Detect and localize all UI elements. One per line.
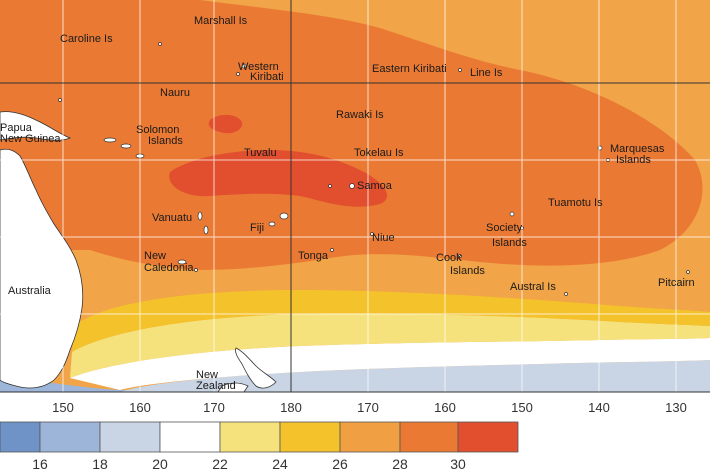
longitude-axis: 150 160 170 180 170 160 150 140 130 (52, 400, 687, 415)
colorbar-swatch (0, 421, 41, 453)
lon-tick: 170 (357, 400, 379, 415)
label-nauru: Nauru (160, 87, 190, 99)
label-caroline-islands: Caroline Is (60, 33, 113, 45)
colorbar-swatch (457, 421, 519, 453)
label-vanuatu: Vanuatu (152, 212, 192, 224)
band-24-26 (72, 290, 710, 352)
band-22-24 (70, 313, 710, 378)
lon-tick: 150 (52, 400, 74, 415)
label-niue: Niue (372, 232, 395, 244)
lon-tick: 150 (511, 400, 533, 415)
label-marshall-islands: Marshall Is (194, 15, 248, 27)
reference-lines (0, 0, 710, 392)
label-marquesas-islands-1: Marquesas (610, 143, 665, 155)
label-papua-new-guinea-1: Papua (0, 122, 33, 134)
label-cook-islands-1: Cook (436, 252, 462, 264)
colorbar-tick: 20 (152, 456, 168, 472)
label-society-islands-2: Islands (492, 237, 527, 249)
band-16-18 (0, 378, 240, 392)
label-new-caledonia-2: Caledonia (144, 262, 194, 274)
band-above-30-west (208, 114, 243, 134)
colorbar-tick: 18 (92, 456, 108, 472)
lon-tick: 160 (434, 400, 456, 415)
band-20-22 (70, 338, 710, 390)
colorbar-swatch (159, 421, 221, 453)
label-austral-islands: Austral Is (510, 281, 556, 293)
lon-tick: 160 (129, 400, 151, 415)
label-tuvalu: Tuvalu (244, 147, 277, 159)
colorbar-swatch (399, 421, 459, 453)
label-samoa: Samoa (357, 180, 393, 192)
colorbar-swatch (339, 421, 401, 453)
island-dots (58, 42, 690, 296)
australia-landmass (0, 148, 84, 389)
label-pitcairn: Pitcairn (658, 277, 695, 289)
label-australia: Australia (8, 285, 52, 297)
label-society-islands-1: Society (486, 222, 523, 234)
temperature-colorbar: 16 18 20 22 24 26 28 30 (0, 421, 519, 472)
colorbar-swatch (39, 421, 101, 453)
label-solomon-islands-1: Solomon (136, 124, 179, 136)
label-line-islands: Line Is (470, 67, 503, 79)
new-zealand-south-island (217, 382, 249, 393)
label-new-zealand-1: New (196, 369, 218, 381)
new-zealand-north-island (235, 347, 277, 389)
colorbar-swatch (219, 421, 281, 453)
label-rawaki-islands: Rawaki Is (336, 109, 384, 121)
lon-tick: 180 (280, 400, 302, 415)
colorbar-tick: 24 (272, 456, 288, 472)
label-papua-new-guinea-2: New Guinea (0, 133, 61, 145)
place-labels: Marshall Is Caroline Is Western Kiribati… (0, 15, 695, 392)
label-cook-islands-2: Islands (450, 265, 485, 277)
label-fiji: Fiji (250, 222, 264, 234)
colorbar-tick: 30 (450, 456, 466, 472)
lon-tick: 140 (588, 400, 610, 415)
label-tokelau-islands: Tokelau Is (354, 147, 404, 159)
map-panel: Marshall Is Caroline Is Western Kiribati… (0, 0, 710, 393)
label-tonga: Tonga (298, 250, 329, 262)
label-new-zealand-2: Zealand (196, 380, 236, 392)
label-marquesas-islands-2: Islands (616, 154, 651, 166)
label-western-kiribati-2: Kiribati (250, 71, 284, 83)
colorbar-tick: 28 (392, 456, 408, 472)
lon-tick: 170 (203, 400, 225, 415)
colorbar-tick: 22 (212, 456, 228, 472)
gridlines (0, 0, 710, 392)
papua-new-guinea-landmass (0, 111, 72, 141)
colorbar-swatch (99, 421, 161, 453)
band-above-30 (169, 150, 388, 207)
band-28-30 (0, 0, 703, 270)
colorbar-tick: 26 (332, 456, 348, 472)
label-new-caledonia-1: New (144, 250, 166, 262)
colorbar-tick: 16 (32, 456, 48, 472)
lon-tick: 130 (665, 400, 687, 415)
label-tuamotu-islands: Tuamotu Is (548, 197, 603, 209)
label-eastern-kiribati: Eastern Kiribati (372, 63, 447, 75)
label-solomon-islands-2: Islands (148, 135, 183, 147)
label-western-kiribati-1: Western (238, 61, 279, 73)
colorbar-swatch (279, 421, 341, 453)
